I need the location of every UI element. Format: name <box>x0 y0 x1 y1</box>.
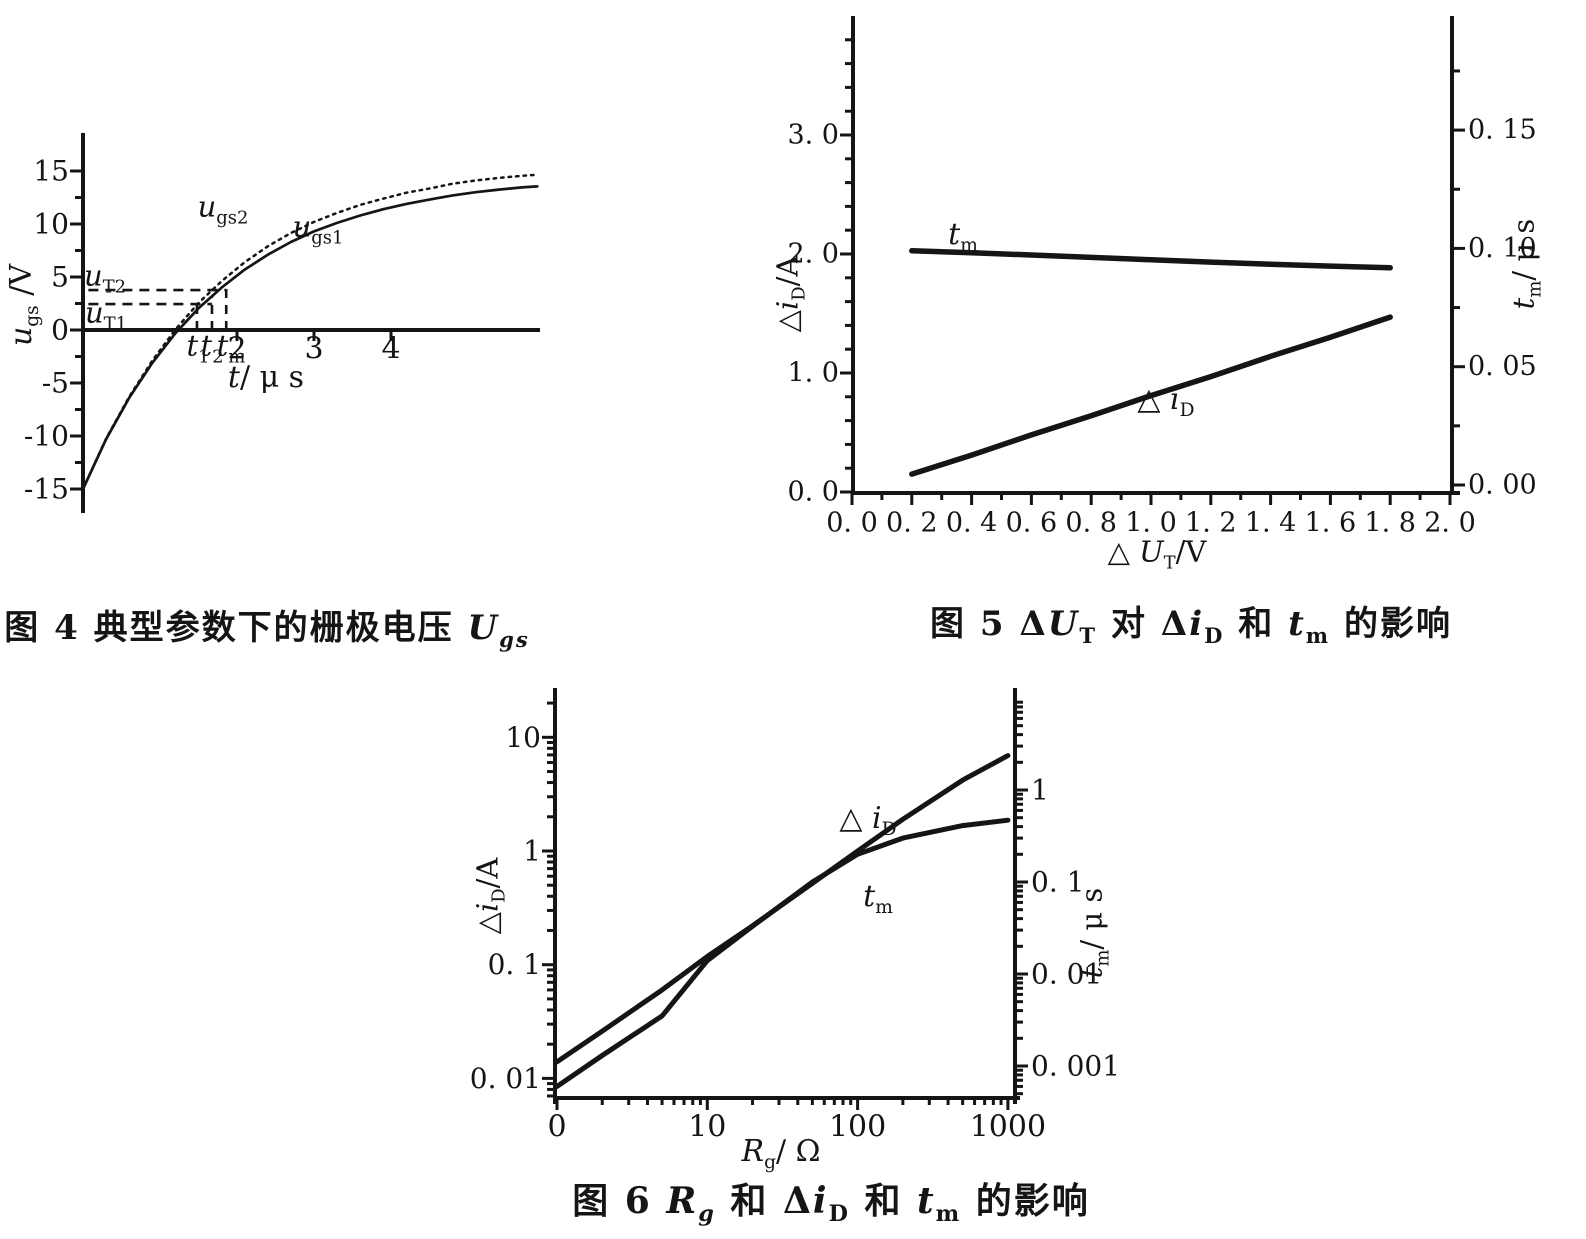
fig6-curve-did <box>554 753 1011 1065</box>
fig4-curve-ugs1 <box>81 185 539 491</box>
fig6-left-tick-label: 0. 1 <box>488 948 541 981</box>
fig6-label-tm: tm <box>863 879 893 918</box>
fig5-left-tick-label: 0. 0 <box>787 477 839 508</box>
fig4-label-t2: t2 <box>200 328 224 368</box>
fig4-label-t1: t1 <box>186 328 210 368</box>
fig5-right-tick-label: 0. 10 <box>1468 233 1537 264</box>
fig5-x-axis-title: △ UT/V <box>1107 534 1207 574</box>
fig5-x-tick-label: 1. 8 <box>1364 508 1416 539</box>
fig5-x-tick-label: 1. 4 <box>1245 508 1297 539</box>
fig5-x-tick-label: 1. 6 <box>1305 508 1357 539</box>
fig5-x-tick-label: 0. 6 <box>1006 508 1058 539</box>
fig4-y-tick-label: -15 <box>24 473 69 506</box>
fig4-y-tick-label: 10 <box>33 208 69 241</box>
fig5-right-tick-label: 0. 15 <box>1468 115 1537 146</box>
fig4-label-uT2: uT2 <box>83 258 127 298</box>
fig5-right-tick-label: 0. 00 <box>1468 470 1537 501</box>
fig5-x-tick-label: 0. 4 <box>946 508 998 539</box>
fig4-x-tick-label: 4 <box>381 332 400 367</box>
fig5-x-tick-label: 1. 2 <box>1185 508 1237 539</box>
fig4-label-tm: tm <box>216 328 246 368</box>
fig5-label-tm: tm <box>948 217 978 256</box>
fig5-x-tick-label: 0. 8 <box>1065 508 1117 539</box>
fig5-left-tick-label: 2. 0 <box>787 239 839 270</box>
fig4-y-tick-label: 0 <box>51 314 69 347</box>
fig6-x-axis-title: Rg/ Ω <box>741 1134 821 1173</box>
fig4-gate-voltage-chart: 15 10 5 0 -5 -10 -15 2 3 4 <box>24 133 540 513</box>
fig6-right-axis-title: tm/ μ s <box>1074 887 1114 979</box>
fig4-x-axis-title: t/ μ s <box>227 360 305 395</box>
fig4-label-uT1: uT1 <box>84 295 128 335</box>
fig5-delta-ut-effect-chart: 0. 0 1. 0 2. 0 3. 0 0. 00 0. 05 0. 10 0. 15 0. 0… <box>787 16 1537 539</box>
fig6-right-tick-label: 0. 01 <box>1031 958 1102 991</box>
fig5-left-tick-label: 1. 0 <box>787 358 839 389</box>
fig5-curve-did <box>909 314 1393 477</box>
fig4-label-ugs1: ugs1 <box>292 209 344 249</box>
fig4-y-tick-label: -10 <box>24 420 69 453</box>
fig6-left-axis-title: △iD/A <box>470 857 510 935</box>
fig6-x-tick-label: 10 <box>688 1110 726 1145</box>
fig5-x-tick-label: 1. 0 <box>1125 508 1177 539</box>
fig4-label-ugs2: ugs2 <box>197 189 249 229</box>
fig6-rg-effect-chart: 10 1 0. 1 0. 01 1 0. 1 0. 01 0. 001 0 10 100 1000 <box>470 688 1120 1145</box>
fig5-left-axis-title: △iD/A <box>770 255 810 333</box>
fig5-curve-tm <box>909 248 1393 271</box>
fig5-x-tick-label: 2. 0 <box>1424 508 1476 539</box>
fig4-x-tick-label: 3 <box>304 332 323 367</box>
fig4-y-tick-label: 15 <box>33 155 69 188</box>
fig5-x-tick-label: 0. 2 <box>886 508 938 539</box>
fig6-left-tick-label: 0. 01 <box>470 1062 541 1095</box>
fig6-left-tick-label: 10 <box>505 721 541 754</box>
fig4-y-axis-title: ugs /V <box>4 263 43 347</box>
fig4-caption: 图 4 典型参数下的栅极电压 Ugs <box>4 608 530 652</box>
fig6-x-tick-label: 1000 <box>970 1110 1046 1145</box>
fig4-y-tick-label: -5 <box>42 367 69 400</box>
fig5-right-axis-title: tm/ μ s <box>1506 218 1546 310</box>
fig6-right-tick-label: 0. 001 <box>1031 1050 1120 1083</box>
fig4-curve-ugs2 <box>81 173 539 491</box>
fig6-x-tick-label: 0 <box>547 1110 566 1145</box>
fig4-x-tick-label: 2 <box>227 332 246 367</box>
fig6-caption: 图 6 Rg 和 ΔiD 和 tm 的影响 <box>572 1180 1090 1228</box>
fig5-caption: 图 5 ΔUT 对 ΔiD 和 tm 的影响 <box>930 604 1452 648</box>
fig6-right-tick-label: 0. 1 <box>1031 866 1084 899</box>
fig5-label-did: △ iD <box>1137 382 1195 421</box>
fig6-left-tick-label: 1 <box>523 835 541 868</box>
fig5-left-tick-label: 3. 0 <box>787 120 839 151</box>
fig5-x-tick-label: 0. 0 <box>826 508 878 539</box>
fig4-y-tick-label: 5 <box>51 261 69 294</box>
fig6-label-did: △ iD <box>839 801 897 840</box>
fig6-curve-tm <box>554 817 1011 1089</box>
fig6-x-tick-label: 100 <box>829 1110 886 1145</box>
fig6-right-tick-label: 1 <box>1031 774 1049 807</box>
fig5-right-tick-label: 0. 05 <box>1468 351 1537 382</box>
